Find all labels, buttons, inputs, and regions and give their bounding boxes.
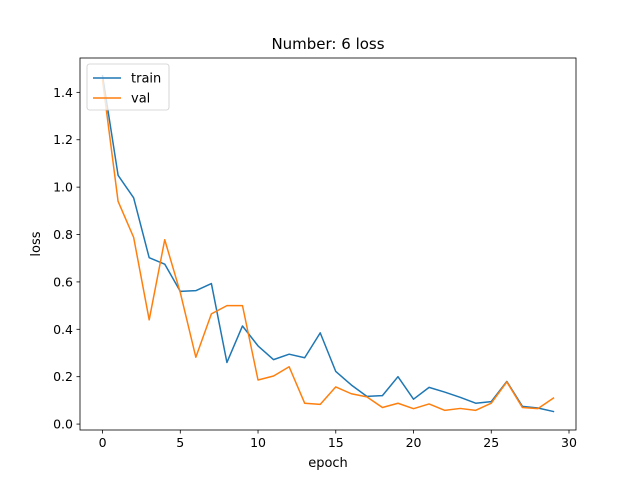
y-tick-label: 0.2 [53,369,73,384]
y-tick-label: 0.4 [53,322,73,337]
y-axis: 0.0 0.2 0.4 0.6 0.8 1.0 1.2 1.4 [53,85,80,432]
series-group [101,74,555,413]
legend-label-val: val [131,92,150,107]
x-tick-label: 20 [406,435,422,450]
x-axis: 0 5 10 15 20 25 30 [99,430,577,450]
y-tick-label: 1.0 [53,180,73,195]
x-tick-label: 25 [483,435,499,450]
x-tick-label: 30 [561,435,577,450]
chart-title: Number: 6 loss [271,35,384,53]
x-tick-label: 15 [328,435,344,450]
y-tick-label: 1.4 [53,85,73,100]
x-tick-label: 0 [99,435,107,450]
y-tick-label: 0.8 [53,227,73,242]
y-tick-label: 1.2 [53,132,73,147]
y-tick-label: 0.6 [53,274,73,289]
y-tick-label: 0.0 [53,417,73,432]
series-line-train [101,74,555,413]
x-tick-label: 5 [176,435,184,450]
plot-area [79,57,577,431]
x-tick-label: 10 [250,435,266,450]
y-axis-label: loss [29,231,44,256]
legend-label-train: train [131,72,161,87]
x-axis-label: epoch [308,456,348,471]
legend: train val [86,63,170,111]
plot-frame [79,57,577,431]
series-line-val [101,79,555,412]
